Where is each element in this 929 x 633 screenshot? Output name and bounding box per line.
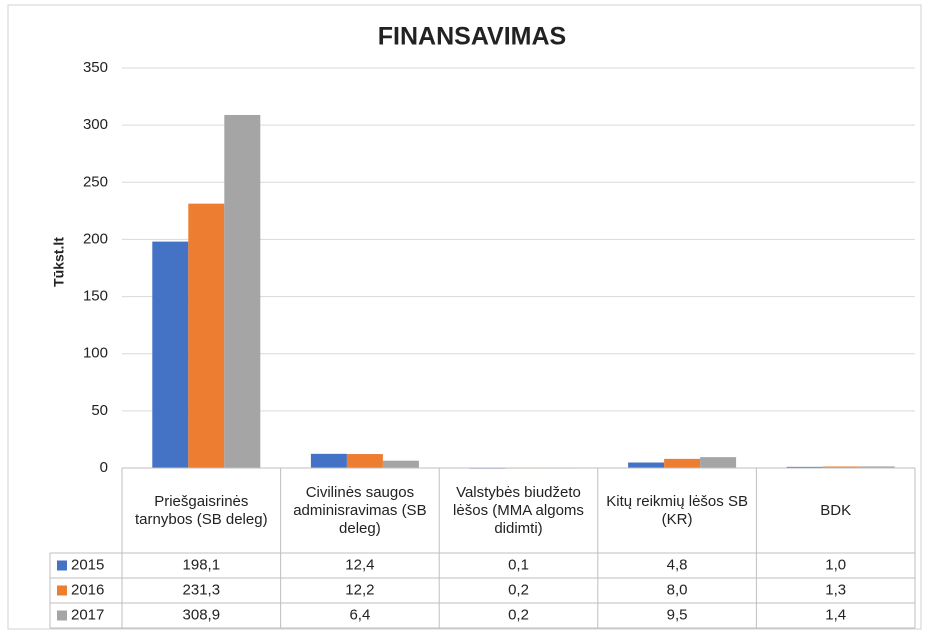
- table-value: 12,4: [345, 556, 374, 573]
- category-cell: BDK: [820, 501, 852, 519]
- legend-label: 2015: [71, 556, 104, 573]
- chart-title: FINANSAVIMAS: [378, 23, 566, 51]
- x-tick-label: Kitų reikmių lėšos SB (KR): [606, 492, 748, 528]
- table-value: 198,1: [183, 556, 221, 573]
- table-value: 9,5: [667, 606, 688, 623]
- legend-label: 2017: [71, 606, 104, 623]
- bar: [822, 466, 859, 468]
- table-value: 6,4: [349, 606, 370, 623]
- y-tick-label: 100: [83, 345, 108, 362]
- y-tick-label: 200: [83, 230, 108, 247]
- table-value: 1,4: [825, 606, 846, 623]
- category-cell: Kitų reikmių lėšos SB (KR): [606, 492, 748, 528]
- table-value: 1,3: [825, 581, 846, 598]
- table-value: 231,3: [183, 581, 221, 598]
- y-tick-label: 300: [83, 116, 108, 133]
- table-value: 0,2: [508, 606, 529, 623]
- table-value: 1,0: [825, 556, 846, 573]
- bar: [310, 453, 347, 468]
- table-value: 0,2: [508, 581, 529, 598]
- bar: [346, 454, 383, 468]
- bar: [858, 466, 895, 468]
- category-cell: Priešgaisrinės tarnybos (SB deleg): [135, 492, 268, 528]
- legend-label: 2016: [71, 581, 104, 598]
- table-value: 12,2: [345, 581, 374, 598]
- legend-swatch: [57, 585, 67, 596]
- x-tick-label: Valstybės biudžeto lėšos (MMA algoms did…: [453, 483, 584, 537]
- bar: [786, 466, 823, 468]
- table-value: 0,1: [508, 556, 529, 573]
- y-tick-label: 350: [83, 59, 108, 76]
- y-tick-label: 0: [100, 459, 108, 476]
- bar: [188, 203, 225, 468]
- bar: [152, 241, 189, 468]
- y-tick-label: 150: [83, 288, 108, 305]
- x-tick-label: Priešgaisrinės tarnybos (SB deleg): [135, 492, 268, 528]
- x-tick-label: BDK: [820, 501, 852, 519]
- y-tick-label: 50: [91, 402, 108, 419]
- y-axis-label: Tūkst.lt: [51, 237, 67, 287]
- bar: [382, 460, 419, 468]
- table-value: 4,8: [667, 556, 688, 573]
- legend-swatch: [57, 560, 67, 571]
- category-cell: Valstybės biudžeto lėšos (MMA algoms did…: [453, 483, 584, 537]
- legend-swatch: [57, 610, 67, 621]
- table-value: 8,0: [667, 581, 688, 598]
- bar: [664, 458, 701, 468]
- table-value: 308,9: [183, 606, 221, 623]
- x-tick-label: Civilinės saugos adminisravimas (SB dele…: [293, 483, 427, 537]
- bar: [224, 114, 261, 468]
- bar: [700, 457, 737, 468]
- category-cell: Civilinės saugos adminisravimas (SB dele…: [293, 483, 427, 537]
- bar: [628, 462, 665, 468]
- y-tick-label: 250: [83, 173, 108, 190]
